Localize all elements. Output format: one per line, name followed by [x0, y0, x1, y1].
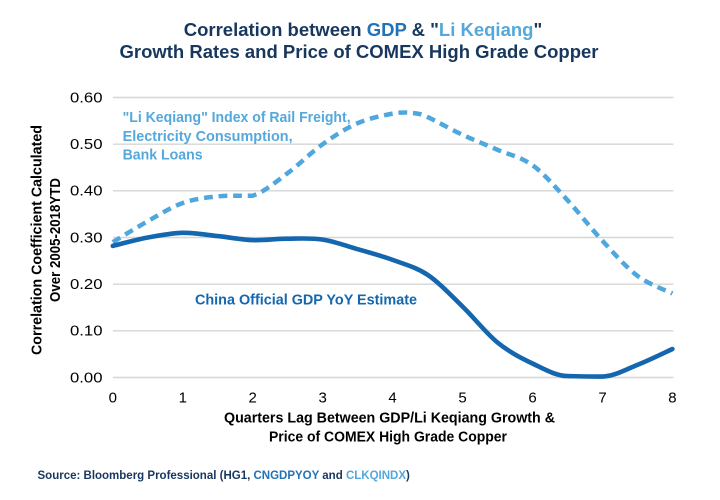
svg-text:1: 1: [179, 390, 187, 407]
svg-text:0.30: 0.30: [70, 230, 103, 246]
svg-text:China Official GDP YoY Estimat: China Official GDP YoY Estimate: [195, 292, 417, 309]
svg-text:0.60: 0.60: [70, 90, 103, 106]
svg-text:Correlation between GDP & "Li: Correlation between GDP & "Li Keqiang": [184, 19, 543, 40]
svg-text:Source: Bloomberg Professional: Source: Bloomberg Professional (HG1, CNG…: [38, 470, 411, 482]
svg-text:0.50: 0.50: [70, 137, 103, 153]
svg-text:Over 2005-2018YTD: Over 2005-2018YTD: [47, 178, 64, 302]
svg-text:8: 8: [668, 390, 676, 407]
svg-text:3: 3: [319, 390, 327, 407]
svg-text:4: 4: [388, 390, 396, 407]
svg-text:0.20: 0.20: [70, 277, 103, 293]
svg-text:6: 6: [528, 390, 536, 407]
svg-text:0: 0: [109, 390, 117, 407]
svg-text:Growth Rates and Price of COME: Growth Rates and Price of COMEX High Gra…: [119, 41, 598, 62]
svg-text:Bank Loans: Bank Loans: [123, 146, 203, 163]
svg-text:5: 5: [458, 390, 466, 407]
svg-text:0.40: 0.40: [70, 184, 103, 200]
svg-text:0.00: 0.00: [70, 370, 103, 386]
svg-text:Electricity Consumption,: Electricity Consumption,: [123, 128, 293, 145]
svg-text:2: 2: [249, 390, 257, 407]
svg-text:Quarters Lag Between GDP/Li Ke: Quarters Lag Between GDP/Li Keqiang Grow…: [224, 411, 555, 427]
svg-text:0.10: 0.10: [70, 324, 103, 340]
svg-text:Correlation Coefficient Calcul: Correlation Coefficient Calculated: [29, 125, 46, 355]
svg-text:"Li Keqiang" Index of Rail Fre: "Li Keqiang" Index of Rail Freight,: [123, 109, 351, 126]
svg-text:Price of COMEX High Grade Copp: Price of COMEX High Grade Copper: [269, 430, 507, 446]
svg-text:7: 7: [598, 390, 606, 407]
